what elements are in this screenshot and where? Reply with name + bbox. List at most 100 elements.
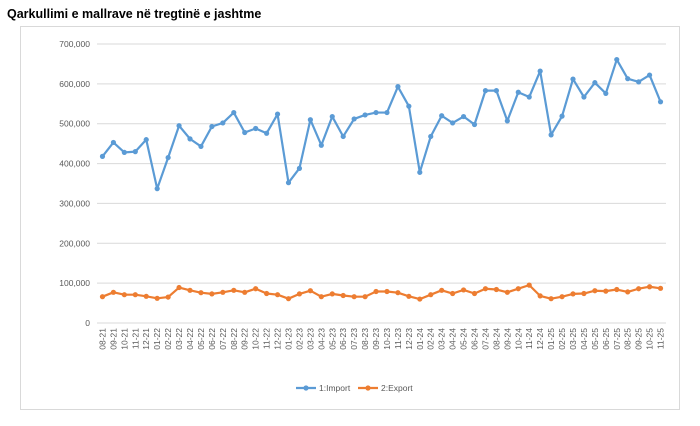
data-point <box>99 153 106 159</box>
data-point <box>406 293 412 299</box>
data-point <box>515 286 521 292</box>
data-point <box>165 154 171 161</box>
data-point <box>307 288 313 294</box>
data-point <box>428 292 434 298</box>
x-tick-label: 04-24 <box>448 328 458 350</box>
x-tick-label: 07-23 <box>349 328 359 350</box>
x-tick-label: 09-25 <box>634 328 644 350</box>
x-tick-label: 10-24 <box>513 328 523 350</box>
x-tick-label: 11-21 <box>130 328 140 349</box>
x-tick-label: 08-21 <box>97 328 107 350</box>
x-tick-label: 11-23 <box>393 328 403 349</box>
data-point <box>362 294 368 300</box>
data-point <box>264 130 270 136</box>
data-point <box>657 99 664 105</box>
x-tick-label: 11-24 <box>524 328 534 349</box>
data-point <box>439 287 445 293</box>
x-tick-label: 01-24 <box>415 328 425 350</box>
data-point <box>592 80 598 86</box>
data-point <box>198 290 204 296</box>
data-point <box>340 292 346 299</box>
data-point <box>657 285 664 291</box>
x-tick-label: 11-22 <box>262 328 272 349</box>
data-point <box>329 113 335 120</box>
data-point <box>482 88 489 94</box>
x-tick-label: 10-22 <box>251 328 261 350</box>
x-tick-label: 12-21 <box>141 328 151 350</box>
data-point <box>625 76 631 82</box>
x-tick-label: 11-25 <box>656 328 666 349</box>
y-tick-label: 200,000 <box>59 238 90 248</box>
y-tick-label: 300,000 <box>59 198 90 208</box>
data-point <box>603 288 609 294</box>
data-point <box>450 120 456 126</box>
data-point <box>515 89 521 95</box>
x-tick-label: 06-25 <box>601 328 611 350</box>
data-point <box>471 290 478 297</box>
x-tick-label: 12-23 <box>404 328 414 350</box>
data-point <box>176 123 182 129</box>
data-point <box>373 109 379 116</box>
data-point <box>614 56 620 63</box>
x-tick-label: 10-23 <box>382 328 392 350</box>
data-point <box>318 142 324 148</box>
data-point <box>351 116 357 122</box>
x-tick-label: 09-24 <box>502 328 512 350</box>
x-tick-label: 08-25 <box>623 328 633 350</box>
data-point <box>253 125 259 132</box>
x-tick-label: 04-23 <box>316 328 326 350</box>
data-point <box>384 109 390 116</box>
x-tick-label: 08-24 <box>491 328 501 350</box>
data-point <box>614 286 620 293</box>
y-tick-label: 500,000 <box>59 119 90 129</box>
x-tick-label: 05-22 <box>196 328 206 350</box>
data-point <box>351 294 357 300</box>
data-point <box>428 133 434 140</box>
x-tick-label: 01-23 <box>283 328 293 350</box>
data-point <box>395 290 401 296</box>
data-point <box>253 286 259 292</box>
data-point <box>636 79 642 85</box>
x-tick-label: 12-22 <box>273 328 283 350</box>
y-tick-label: 0 <box>85 318 90 328</box>
data-point <box>373 288 379 295</box>
data-point <box>285 180 292 186</box>
x-tick-label: 03-24 <box>437 328 447 350</box>
data-point <box>548 132 554 138</box>
data-point <box>460 113 467 120</box>
x-tick-label: 02-25 <box>557 328 567 350</box>
data-point <box>110 139 117 146</box>
x-tick-label: 04-22 <box>185 328 195 350</box>
data-point <box>154 295 160 301</box>
data-point <box>329 291 335 297</box>
data-point <box>220 289 226 295</box>
data-point <box>450 290 456 297</box>
data-point <box>143 137 149 143</box>
x-tick-label: 10-25 <box>645 328 655 350</box>
data-point <box>340 133 346 140</box>
legend-label: 2:Export <box>381 383 413 393</box>
data-point <box>242 129 248 136</box>
data-point <box>603 90 609 97</box>
data-point <box>395 84 401 90</box>
x-tick-label: 06-22 <box>207 328 217 350</box>
data-point <box>537 293 543 299</box>
data-point <box>264 290 270 297</box>
x-tick-label: 02-24 <box>426 328 436 350</box>
y-tick-label: 700,000 <box>59 39 90 49</box>
data-point <box>384 288 390 295</box>
legend-marker <box>303 385 309 391</box>
data-point <box>165 294 171 300</box>
x-tick-label: 10-21 <box>119 328 129 350</box>
series-line-2 <box>102 284 661 301</box>
data-point <box>581 290 587 297</box>
data-point <box>187 136 193 142</box>
data-point <box>132 149 138 155</box>
data-point <box>176 284 182 291</box>
data-point <box>537 68 543 74</box>
data-point <box>646 284 653 290</box>
x-tick-label: 09-23 <box>371 328 381 350</box>
data-point <box>559 113 565 119</box>
x-tick-label: 09-22 <box>240 328 250 350</box>
